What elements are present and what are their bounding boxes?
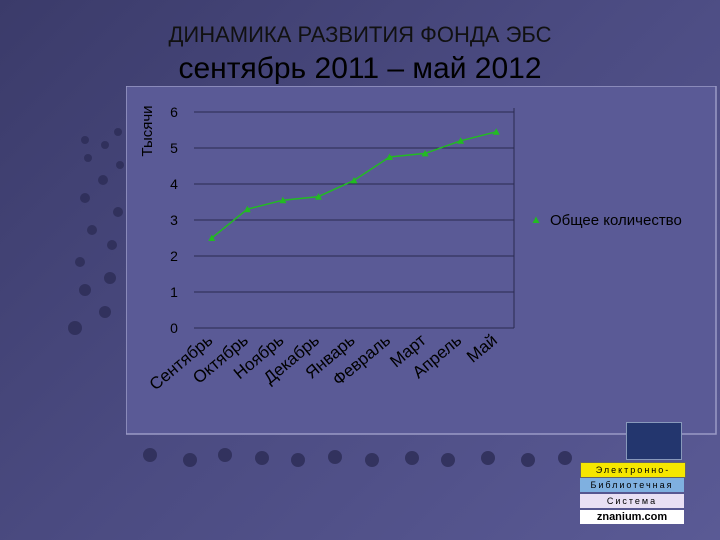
znanium-logo: Электронно- Библиотечная Система znanium… [580,422,686,532]
data-point [208,234,216,241]
data-point [279,196,287,204]
data-point [421,149,429,157]
chart-frame [126,86,717,435]
y-tick-label: 4 [170,176,178,192]
y-tick-label: 0 [170,320,178,336]
data-point [457,137,465,144]
legend-label: Общее количество [550,212,682,229]
data-point [350,176,358,184]
logo-emblem [626,422,682,460]
y-tick-label: 1 [170,284,178,300]
slide-subtitle: сентябрь 2011 – май 2012 [178,52,542,85]
logo-line-3: Система [580,494,684,508]
data-point [492,128,500,135]
data-point [243,205,251,213]
y-tick-label: 2 [170,248,178,264]
y-tick-label: 5 [170,140,178,156]
logo-line-4: znanium.com [580,510,684,524]
data-point [386,153,394,160]
slide-title: ДИНАМИКА РАЗВИТИЯ ФОНДА ЭБС [168,22,552,47]
logo-line-1: Электронно- [580,462,686,478]
y-tick-label: 3 [170,212,178,228]
legend-marker [532,216,540,223]
data-point [314,193,322,200]
y-tick-label: 6 [170,104,178,120]
logo-line-2: Библиотечная [580,478,684,492]
y-axis-label: Тысячи [139,105,156,156]
